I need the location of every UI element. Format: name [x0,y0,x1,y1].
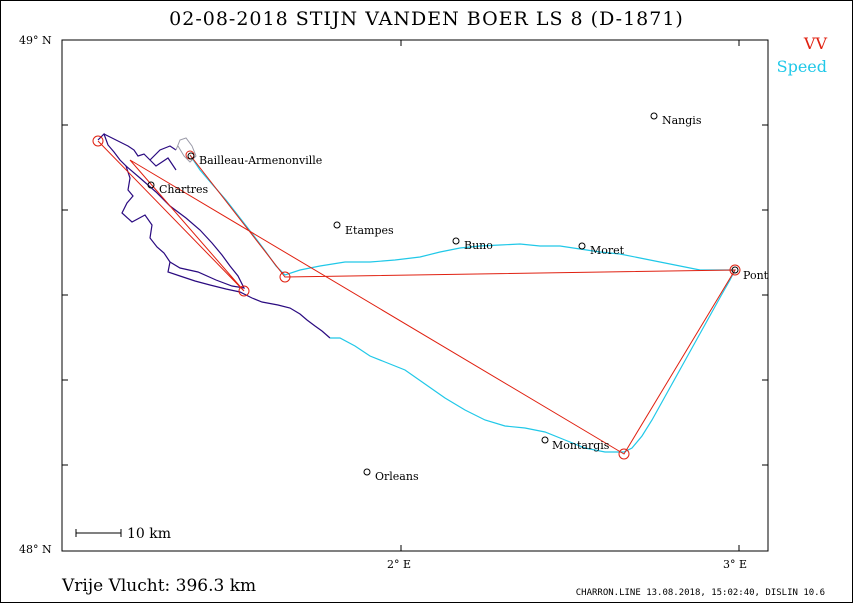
town-moret-marker [578,242,586,250]
distance-text: Vrije Vlucht: 396.3 km [62,576,257,596]
town-pont-label: Pont [743,269,769,282]
town-pont-marker [731,266,739,274]
footer-credit: CHARRON.LINE 13.08.2018, 15:02:40, DISLI… [575,588,825,598]
town-orleans-marker [363,468,371,476]
town-buno-marker [452,237,460,245]
town-nangis-marker [650,112,658,120]
map-title: 02-08-2018 STIJN VANDEN BOER LS 8 (D-187… [169,8,684,30]
town-etampes-marker [333,221,341,229]
town-chartres-marker [147,181,155,189]
town-etampes-label: Etampes [345,224,394,237]
town-montargis-marker [541,436,549,444]
town-bailleau-label: Bailleau-Armenonville [199,154,322,167]
lon-label-2e: 2° E [387,558,412,571]
turnpoint-markers [92,135,741,460]
turnpoint-start [92,135,104,147]
track-grey-loop [175,137,197,163]
town-buno-label: Buno [464,239,493,252]
lat-label-top: 49° N [19,34,52,47]
town-montargis-label: Montargis [552,439,610,452]
turnpoint-3 [729,264,741,276]
turnpoint-2 [279,271,291,283]
town-nangis-label: Nangis [662,114,702,127]
scale-bar [75,529,122,537]
vv-route [97,140,736,455]
track-dark-loop [125,165,246,289]
town-markers [147,112,739,476]
town-orleans-label: Orleans [375,470,419,483]
turnpoint-1 [238,285,250,297]
legend-vv: VV [803,34,827,53]
lon-label-3e: 3° E [723,558,748,571]
axis-ticks [62,40,768,551]
track-dark [97,132,331,339]
turnpoint-4 [618,448,630,460]
scale-label: 10 km [127,526,172,542]
track-dark-climb [103,133,177,171]
town-moret-label: Moret [590,244,625,257]
town-bailleau-marker [187,152,195,160]
legend-speed: Speed [776,57,827,76]
town-chartres-label: Chartres [159,183,209,196]
lat-label-bottom: 48° N [19,543,52,556]
